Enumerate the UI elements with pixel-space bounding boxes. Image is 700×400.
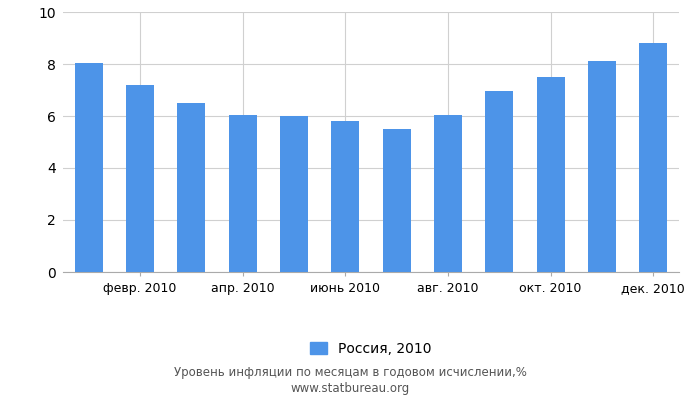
Bar <box>126 85 154 272</box>
Bar <box>74 63 103 272</box>
Bar <box>382 129 411 272</box>
Text: www.statbureau.org: www.statbureau.org <box>290 382 410 395</box>
Bar <box>485 91 513 272</box>
Bar <box>331 121 360 272</box>
Bar <box>280 116 308 272</box>
Bar <box>228 115 257 272</box>
Text: Уровень инфляции по месяцам в годовом исчислении,%: Уровень инфляции по месяцам в годовом ис… <box>174 366 526 379</box>
Legend: Россия, 2010: Россия, 2010 <box>304 336 438 361</box>
Bar <box>588 61 616 272</box>
Bar <box>177 103 206 272</box>
Bar <box>639 43 667 272</box>
Bar <box>434 115 462 272</box>
Bar <box>536 77 565 272</box>
